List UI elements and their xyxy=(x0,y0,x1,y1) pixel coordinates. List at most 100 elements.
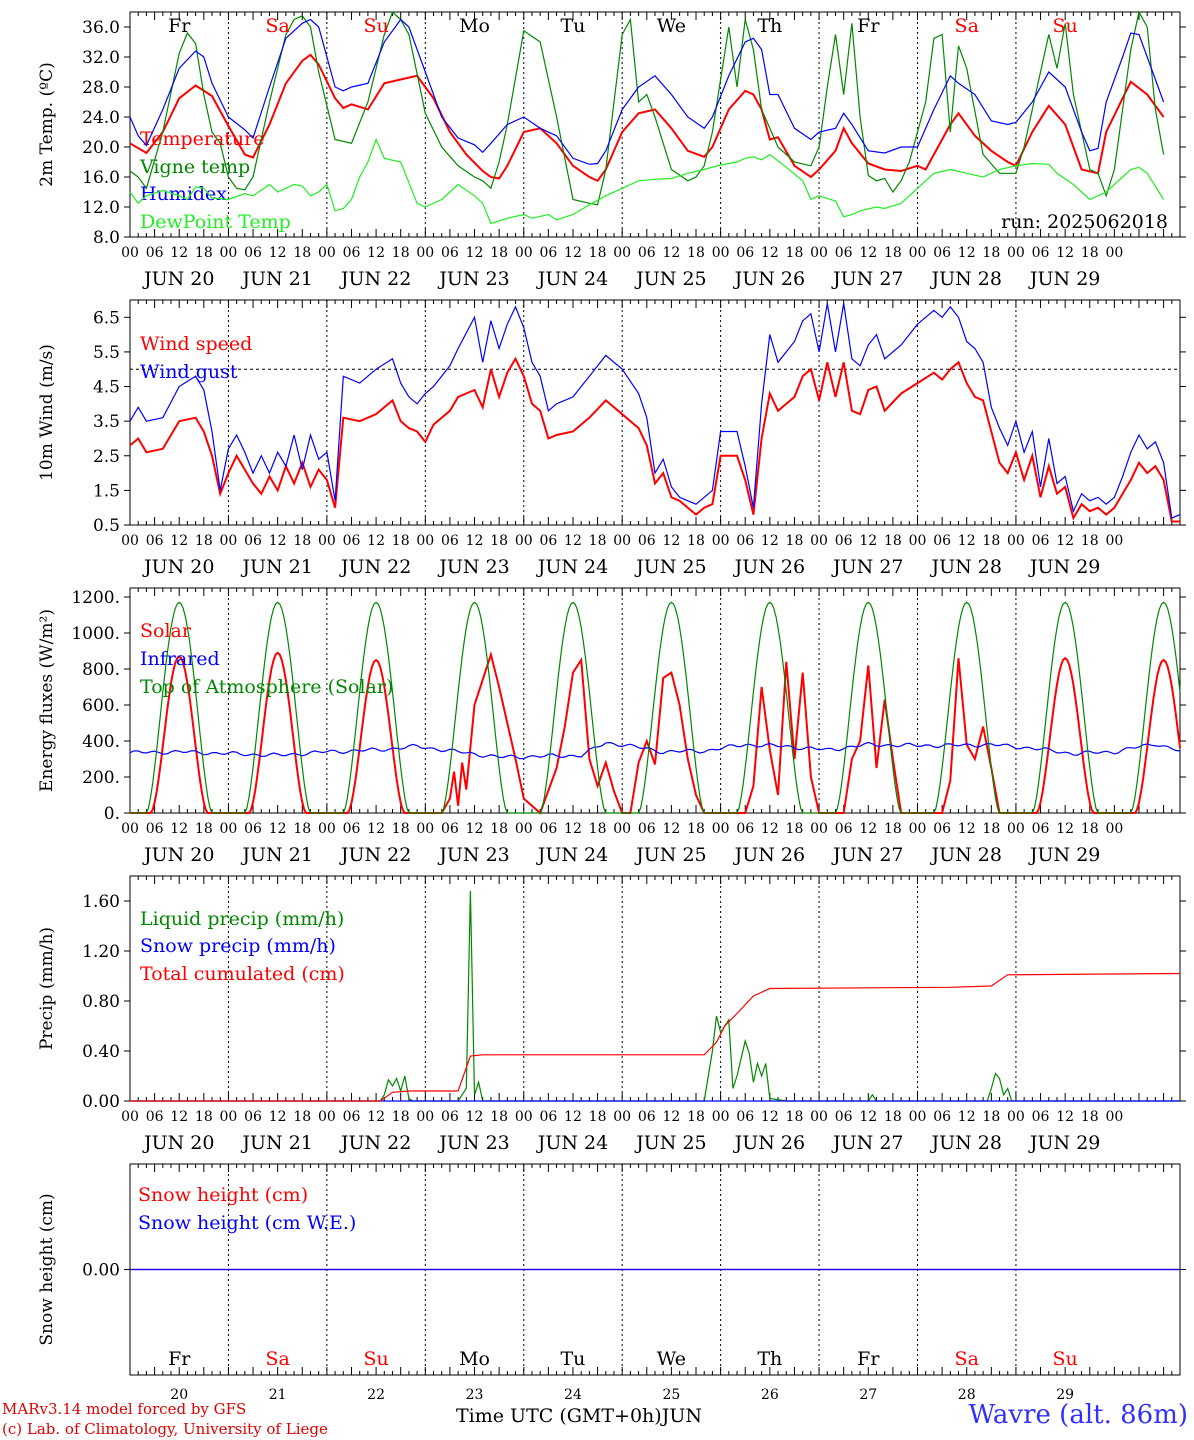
x-hour-label: 12 xyxy=(170,533,188,549)
x-hour-label: 00 xyxy=(1007,821,1025,837)
x-hour-label: 00 xyxy=(1007,533,1025,549)
x-hour-label: 00 xyxy=(220,533,238,549)
x-hour-label: 00 xyxy=(810,821,828,837)
y-tick-label: 200. xyxy=(82,768,120,788)
x-hour-label: 06 xyxy=(933,1109,951,1125)
x-hour-label: 00 xyxy=(909,533,927,549)
x-date-label: JUN 29 xyxy=(1028,1132,1100,1154)
legend-label: Temperature xyxy=(140,128,264,150)
x-hour-label: 00 xyxy=(515,821,533,837)
x-hour-label: 06 xyxy=(638,1109,656,1125)
x-hour-label: 12 xyxy=(466,245,484,261)
x-hour-label: 18 xyxy=(982,1109,1000,1125)
x-hour-label: 00 xyxy=(613,533,631,549)
x-date-label: JUN 23 xyxy=(437,844,509,866)
x-hour-label: 06 xyxy=(343,245,361,261)
y-tick-label: 16.0 xyxy=(82,168,120,188)
x-hour-label: 12 xyxy=(564,533,582,549)
x-hour-label: 00 xyxy=(909,245,927,261)
station-name: Wavre (alt. 86m) xyxy=(968,1400,1188,1430)
x-hour-label: 00 xyxy=(121,533,139,549)
x-hour-label: 18 xyxy=(786,533,804,549)
x-hour-label: 06 xyxy=(343,821,361,837)
x-hour-label: 00 xyxy=(712,533,730,549)
x-hour-label: 12 xyxy=(761,533,779,549)
x-hour-label: 12 xyxy=(859,821,877,837)
y-tick-label: 28.0 xyxy=(82,78,120,98)
x-hour-label: 06 xyxy=(244,1109,262,1125)
x-hour-label: 06 xyxy=(146,245,164,261)
y-tick-label: 0.5 xyxy=(93,516,120,536)
day-abbr: Th xyxy=(757,1348,782,1370)
x-hour-label: 06 xyxy=(441,533,459,549)
x-hour-label: 18 xyxy=(884,821,902,837)
model-credit: MARv3.14 model forced by GFS xyxy=(2,1400,247,1418)
x-hour-label: 18 xyxy=(884,245,902,261)
x-hour-label: 12 xyxy=(269,1109,287,1125)
y-tick-label: 1.60 xyxy=(82,892,120,912)
x-date-label: JUN 23 xyxy=(437,556,509,578)
x-hour-label: 12 xyxy=(170,1109,188,1125)
x-hour-label: 06 xyxy=(1032,821,1050,837)
day-date: 28 xyxy=(958,1387,976,1403)
x-date-label: JUN 29 xyxy=(1028,556,1100,578)
x-hour-label: 06 xyxy=(1032,1109,1050,1125)
x-hour-label: 00 xyxy=(712,1109,730,1125)
day-abbr: We xyxy=(657,15,686,37)
x-hour-label: 18 xyxy=(687,1109,705,1125)
x-hour-label: 12 xyxy=(662,533,680,549)
x-hour-label: 06 xyxy=(539,533,557,549)
y-tick-label: 20.0 xyxy=(82,138,120,158)
x-hour-label: 18 xyxy=(786,1109,804,1125)
x-hour-label: 12 xyxy=(958,1109,976,1125)
legend-label: Solar xyxy=(140,620,192,642)
x-hour-label: 12 xyxy=(466,1109,484,1125)
x-hour-label: 00 xyxy=(318,821,336,837)
x-hour-label: 12 xyxy=(466,821,484,837)
x-hour-label: 00 xyxy=(1105,245,1123,261)
x-hour-label: 06 xyxy=(244,533,262,549)
x-hour-label: 18 xyxy=(589,245,607,261)
x-date-label: JUN 21 xyxy=(240,268,312,290)
x-hour-label: 18 xyxy=(786,245,804,261)
x-date-label: JUN 27 xyxy=(831,1132,903,1154)
panel-frame xyxy=(129,11,1181,238)
x-hour-label: 00 xyxy=(613,1109,631,1125)
x-date-label: JUN 24 xyxy=(536,1132,608,1154)
x-date-label: JUN 23 xyxy=(437,1132,509,1154)
panel-frame xyxy=(129,299,1181,526)
series-line-total-cumulated-cm- xyxy=(130,972,1181,1102)
x-hour-label: 06 xyxy=(441,245,459,261)
x-date-label: JUN 29 xyxy=(1028,268,1100,290)
x-hour-label: 12 xyxy=(367,821,385,837)
x-hour-label: 18 xyxy=(293,821,311,837)
y-tick-label: 4.5 xyxy=(93,378,120,398)
x-hour-label: 06 xyxy=(244,245,262,261)
x-hour-label: 00 xyxy=(515,533,533,549)
x-hour-label: 18 xyxy=(884,533,902,549)
y-tick-label: 800. xyxy=(82,660,120,680)
x-hour-label: 00 xyxy=(613,821,631,837)
y-tick-label: 600. xyxy=(82,696,120,716)
day-abbr: We xyxy=(657,1348,686,1370)
x-date-label: JUN 20 xyxy=(142,1132,214,1154)
x-date-label: JUN 24 xyxy=(536,844,608,866)
legend-label: Snow height (cm) xyxy=(138,1184,308,1206)
x-hour-label: 00 xyxy=(220,1109,238,1125)
day-abbr: Tu xyxy=(561,15,586,37)
x-hour-label: 06 xyxy=(835,533,853,549)
x-hour-label: 12 xyxy=(170,821,188,837)
day-abbr: Sa xyxy=(265,15,289,37)
x-date-label: JUN 28 xyxy=(929,268,1001,290)
x-hour-label: 12 xyxy=(662,1109,680,1125)
x-hour-label: 18 xyxy=(392,821,410,837)
x-hour-label: 06 xyxy=(835,821,853,837)
run-label: run: 2025062018 xyxy=(1001,211,1168,233)
day-date: 25 xyxy=(662,1387,680,1403)
x-date-label: JUN 24 xyxy=(536,556,608,578)
day-abbr: Fr xyxy=(168,1348,191,1370)
day-abbr: Mo xyxy=(459,15,490,37)
day-abbr: Sa xyxy=(955,15,979,37)
day-abbr: Fr xyxy=(857,1348,880,1370)
x-hour-label: 06 xyxy=(441,1109,459,1125)
